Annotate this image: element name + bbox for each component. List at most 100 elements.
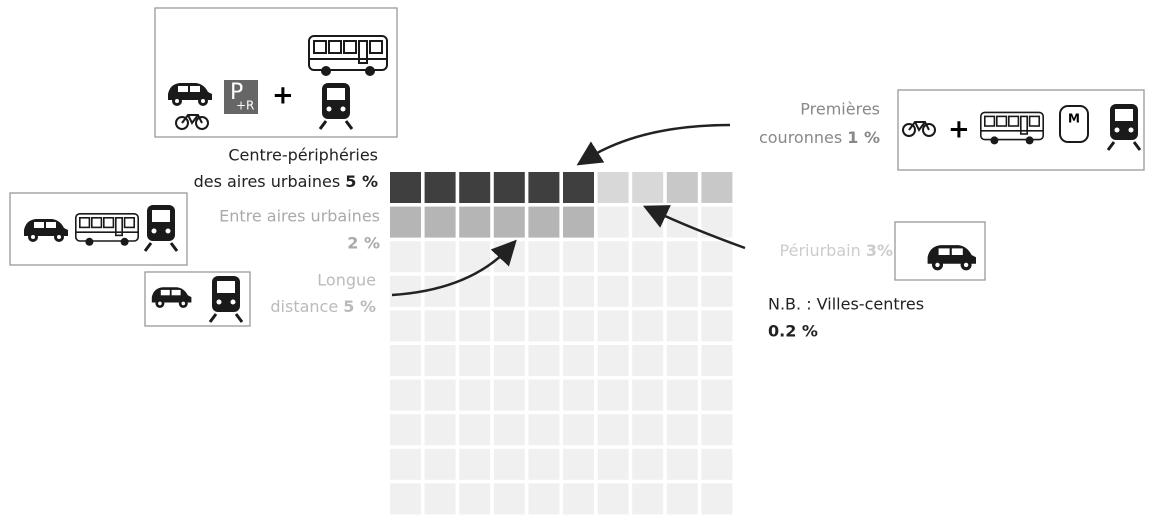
label: distance 5 % — [270, 297, 376, 316]
label: Entre aires urbaines — [219, 207, 380, 226]
waffle-cell — [666, 241, 698, 273]
waffle-cell — [666, 483, 698, 515]
metro-sign: M — [1068, 112, 1080, 126]
waffle-cell — [666, 275, 698, 307]
waffle-cell — [563, 483, 594, 515]
waffle-cell — [632, 379, 664, 411]
waffle-cell — [632, 206, 664, 238]
waffle-cell — [666, 379, 698, 411]
waffle-cell — [493, 345, 525, 376]
waffle-cell — [390, 206, 421, 238]
park-ride-r: +R — [236, 99, 254, 113]
waffle-cell — [563, 275, 594, 307]
waffle-cell — [597, 414, 629, 446]
waffle-cell — [424, 345, 456, 376]
waffle-cell — [701, 483, 733, 515]
share: 5 % — [343, 297, 376, 316]
label-text: couronnes — [759, 128, 842, 147]
waffle-cell — [597, 448, 629, 480]
waffle-cell — [563, 206, 594, 238]
waffle-cell — [459, 448, 491, 480]
waffle-cell — [597, 379, 629, 411]
waffle-cell — [597, 345, 629, 376]
waffle-cell — [528, 483, 560, 515]
waffle-cell — [563, 241, 594, 273]
waffle-cell — [493, 172, 525, 203]
waffle-cell — [459, 206, 491, 238]
waffle-cell — [459, 310, 491, 342]
waffle-cell — [390, 448, 421, 480]
waffle-cell — [563, 310, 594, 342]
waffle-cell — [632, 483, 664, 515]
share: 5 % — [345, 172, 378, 191]
waffle-cell — [528, 345, 560, 376]
waffle-cell — [424, 206, 456, 238]
waffle-cell — [528, 241, 560, 273]
waffle-cell — [424, 310, 456, 342]
waffle-cell — [493, 310, 525, 342]
waffle-cell — [701, 172, 733, 203]
waffle-cell — [528, 206, 560, 238]
waffle-cell — [493, 379, 525, 411]
waffle-cell — [701, 345, 733, 376]
waffle-cell — [424, 241, 456, 273]
waffle-cell — [459, 414, 491, 446]
waffle-cell — [459, 172, 491, 203]
waffle-cell — [528, 275, 560, 307]
waffle-cell — [666, 172, 698, 203]
waffle-cell — [493, 483, 525, 515]
park-ride-p: P — [230, 80, 243, 105]
waffle-cell — [701, 448, 733, 480]
label: Centre-périphéries — [228, 146, 378, 165]
waffle-cell — [390, 414, 421, 446]
waffle-cell — [563, 414, 594, 446]
arrow — [576, 123, 731, 166]
waffle-cell — [424, 483, 456, 515]
waffle-cell — [528, 172, 560, 203]
waffle-cell — [390, 483, 421, 515]
waffle-cell — [459, 345, 491, 376]
label-text: Périurbain — [780, 241, 861, 260]
metro-icon — [1059, 105, 1089, 143]
waffle-cell — [666, 206, 698, 238]
waffle-cell — [424, 379, 456, 411]
waffle-cell — [632, 448, 664, 480]
waffle-cell — [390, 379, 421, 411]
waffle-cell — [701, 310, 733, 342]
waffle-cell — [701, 414, 733, 446]
waffle-cell — [632, 275, 664, 307]
note-share: 0.2 % — [768, 322, 818, 341]
waffle-cell — [390, 241, 421, 273]
label: Premières — [800, 100, 880, 119]
waffle-cell — [666, 414, 698, 446]
label-text: distance — [270, 297, 338, 316]
note: N.B. : Villes-centres — [768, 295, 924, 314]
waffle-cell — [424, 275, 456, 307]
waffle-cell — [701, 241, 733, 273]
waffle-cell — [563, 172, 594, 203]
waffle-cell — [493, 448, 525, 480]
label: des aires urbaines 5 % — [194, 172, 378, 191]
waffle-cell — [563, 448, 594, 480]
waffle-cell — [597, 241, 629, 273]
waffle-cell — [424, 414, 456, 446]
waffle-cell — [459, 379, 491, 411]
waffle-cell — [701, 275, 733, 307]
label: Périurbain 3% — [780, 241, 893, 260]
waffle-cell — [597, 172, 629, 203]
waffle-cell — [632, 310, 664, 342]
waffle-cell — [528, 310, 560, 342]
waffle-cell — [390, 345, 421, 376]
waffle-cell — [459, 483, 491, 515]
waffle-cell — [597, 483, 629, 515]
label: couronnes 1 % — [759, 128, 880, 147]
waffle-cell — [632, 172, 664, 203]
waffle-cell — [390, 172, 421, 203]
waffle-cell — [528, 379, 560, 411]
waffle-cell — [597, 275, 629, 307]
label-text: des aires urbaines — [194, 172, 341, 191]
waffle-cell — [632, 345, 664, 376]
waffle-cell — [493, 206, 525, 238]
park-ride-sign — [224, 80, 258, 114]
share: 2 % — [347, 234, 380, 253]
